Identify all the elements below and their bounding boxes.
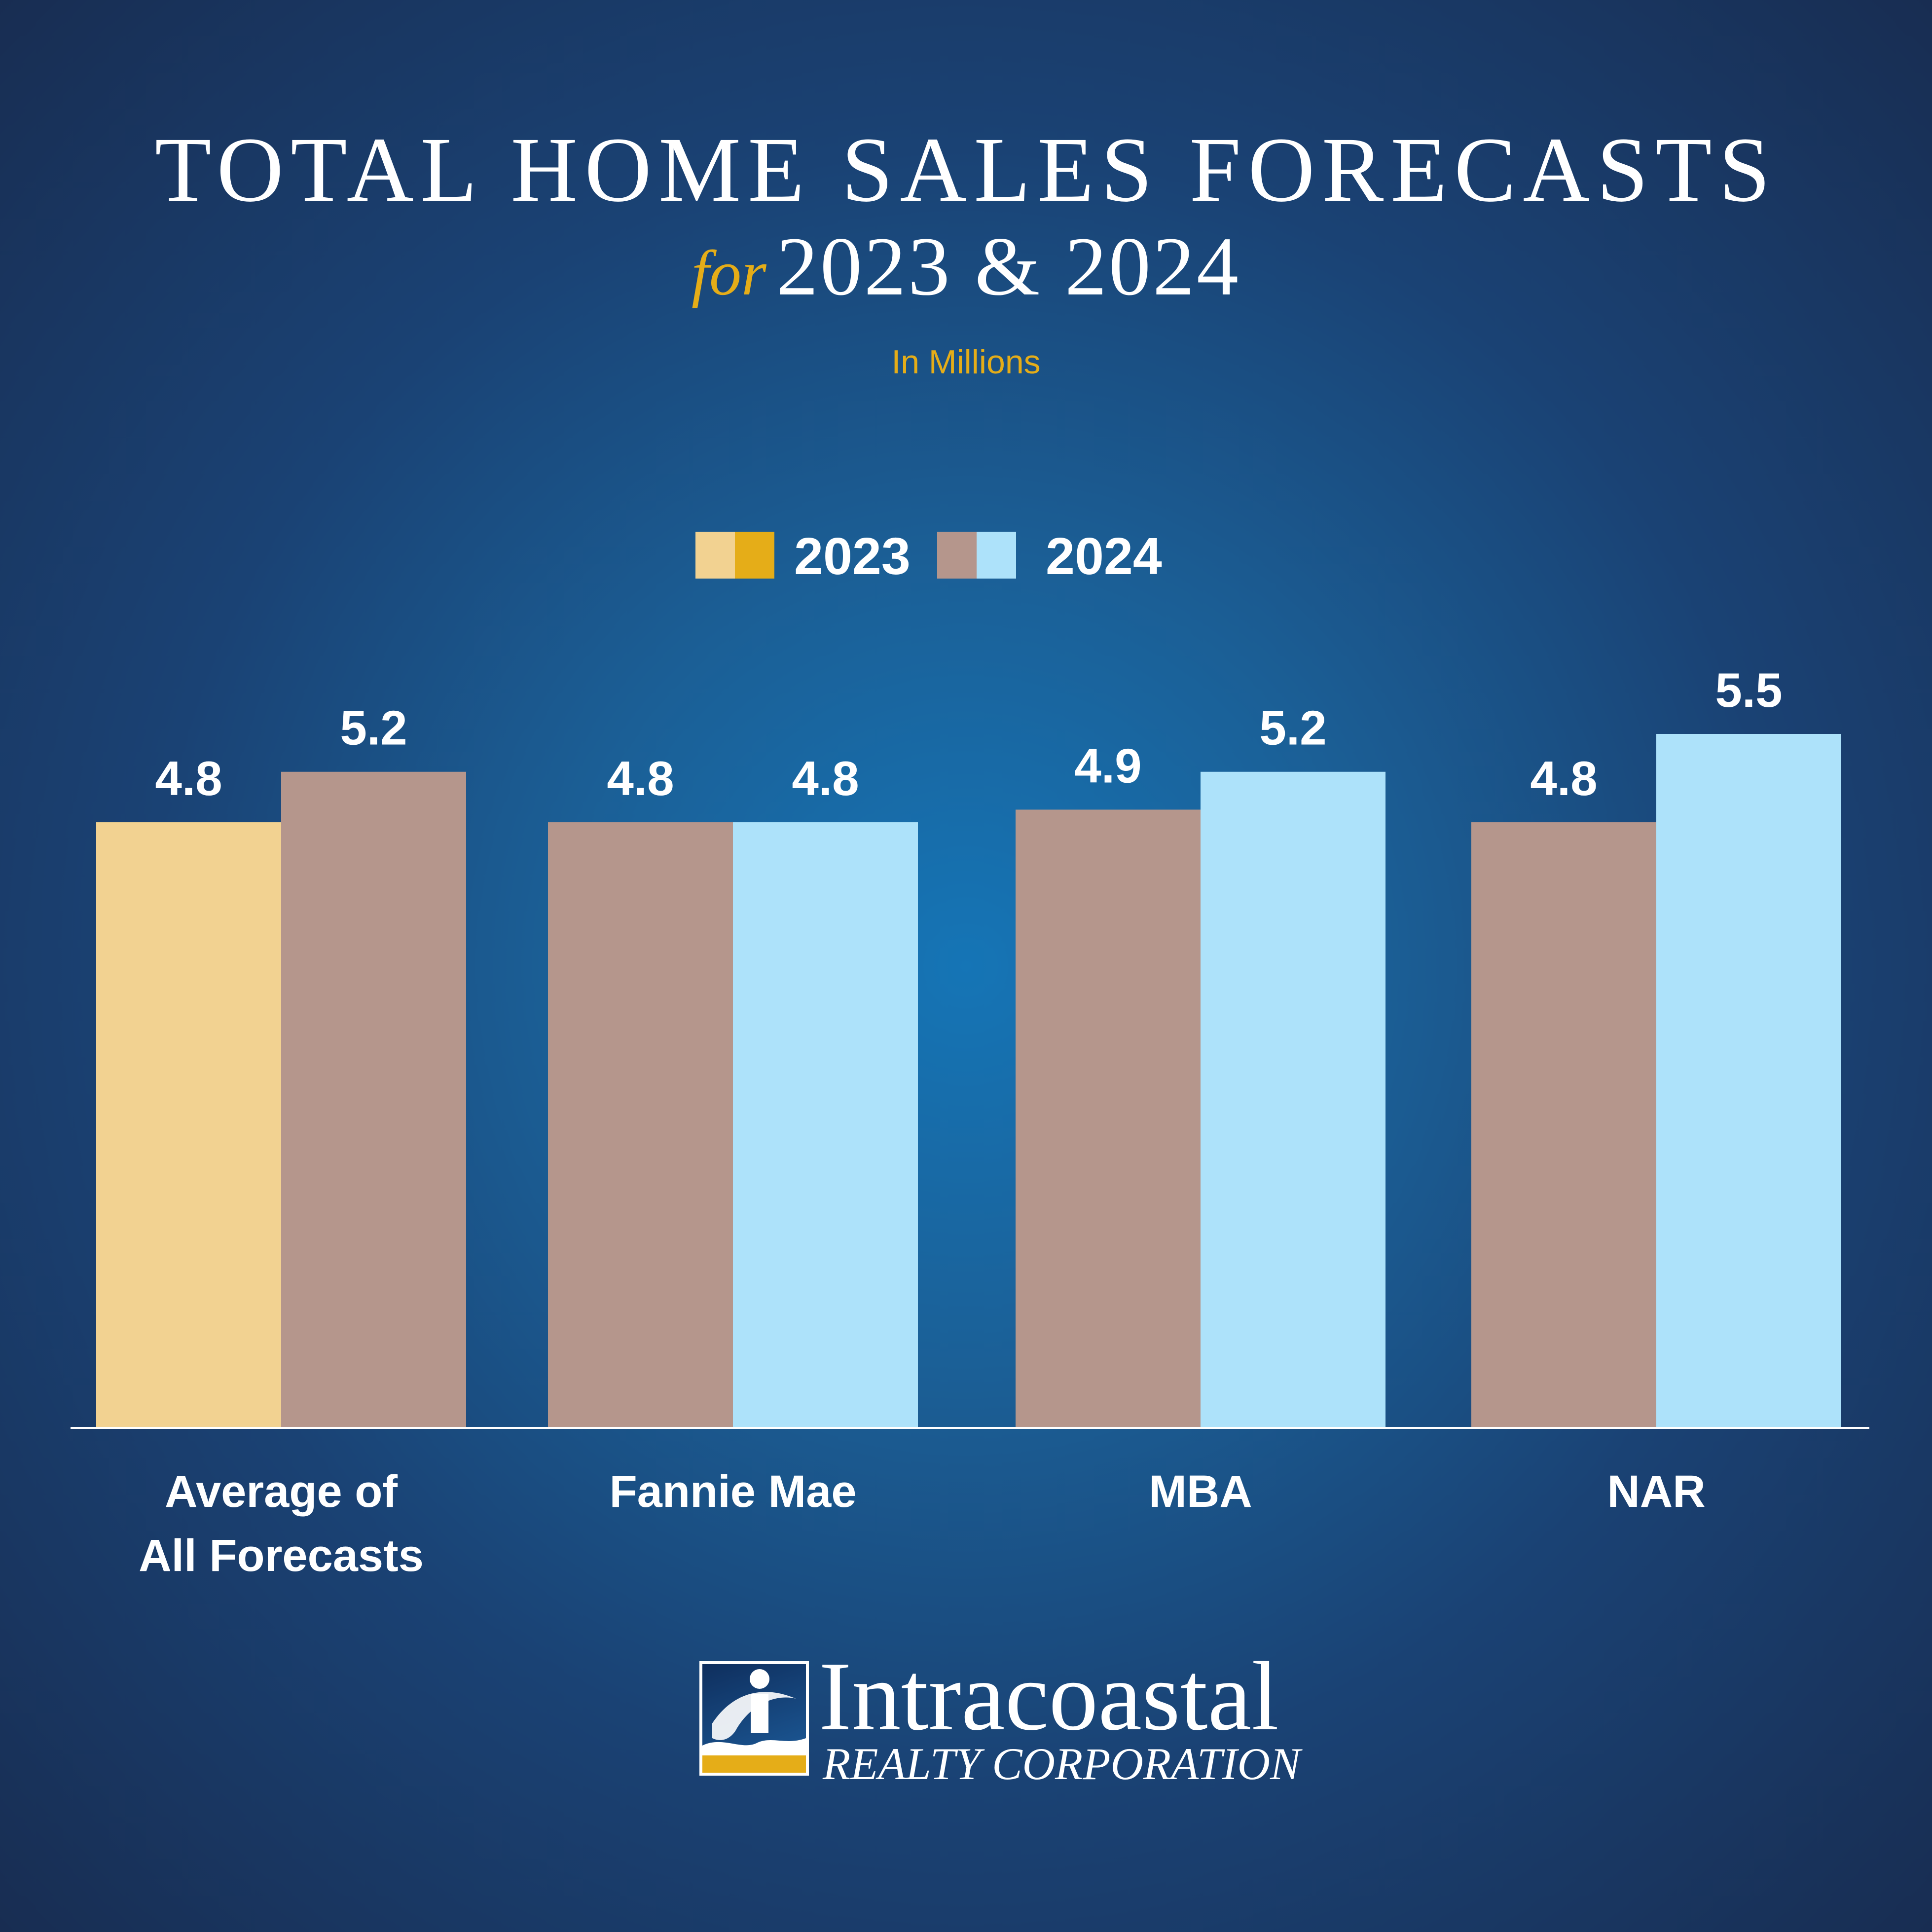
legend-swatch-2024-blue bbox=[977, 532, 1016, 579]
value-label-2024-2: 5.2 bbox=[1259, 701, 1326, 755]
category-label-0-0: Average of bbox=[165, 1466, 398, 1517]
subtitle-for: for bbox=[692, 238, 766, 309]
bar-2023-0 bbox=[96, 822, 281, 1428]
value-label-2024-1: 4.8 bbox=[792, 751, 859, 805]
logo-emblem-icon bbox=[702, 1669, 806, 1773]
logo-mark bbox=[699, 1661, 809, 1776]
logo-subtitle: REALTY CORPORATION bbox=[823, 1739, 1301, 1789]
legend-swatch-2023-dark bbox=[735, 532, 774, 579]
legend-label-2023: 2023 bbox=[794, 527, 911, 585]
bar-2023-3 bbox=[1471, 822, 1656, 1428]
bar-2023-1 bbox=[548, 822, 733, 1428]
value-label-2024-3: 5.5 bbox=[1715, 663, 1782, 717]
logo-name: Intracoastal bbox=[819, 1642, 1279, 1751]
category-label-0-1: All Forecasts bbox=[139, 1531, 424, 1581]
category-label-3-0: NAR bbox=[1607, 1466, 1705, 1517]
bar-2024-2 bbox=[1201, 771, 1385, 1428]
legend-swatch-2023-light bbox=[695, 532, 735, 579]
value-label-2023-1: 4.8 bbox=[607, 751, 674, 805]
units-label: In Millions bbox=[891, 343, 1041, 381]
chart-subtitle: for 2023 & 2024 bbox=[0, 224, 1932, 308]
subtitle-years: 2023 & 2024 bbox=[776, 220, 1240, 313]
bar-2024-1 bbox=[733, 822, 918, 1428]
value-label-2024-0: 5.2 bbox=[340, 701, 407, 755]
value-label-2023-2: 4.9 bbox=[1074, 738, 1141, 793]
value-label-2023-3: 4.8 bbox=[1530, 751, 1597, 805]
category-label-1-0: Fannie Mae bbox=[609, 1466, 856, 1517]
bar-2024-3 bbox=[1656, 734, 1841, 1428]
chart-title: TOTAL HOME SALES FORECASTS bbox=[154, 118, 1778, 221]
legend-swatch-2024-brown bbox=[937, 532, 977, 579]
bar-2023-2 bbox=[1016, 809, 1201, 1428]
bar-2024-0 bbox=[281, 771, 466, 1428]
value-label-2023-0: 4.8 bbox=[155, 751, 222, 805]
legend-label-2024: 2024 bbox=[1046, 527, 1162, 585]
category-label-2-0: MBA bbox=[1149, 1466, 1252, 1517]
